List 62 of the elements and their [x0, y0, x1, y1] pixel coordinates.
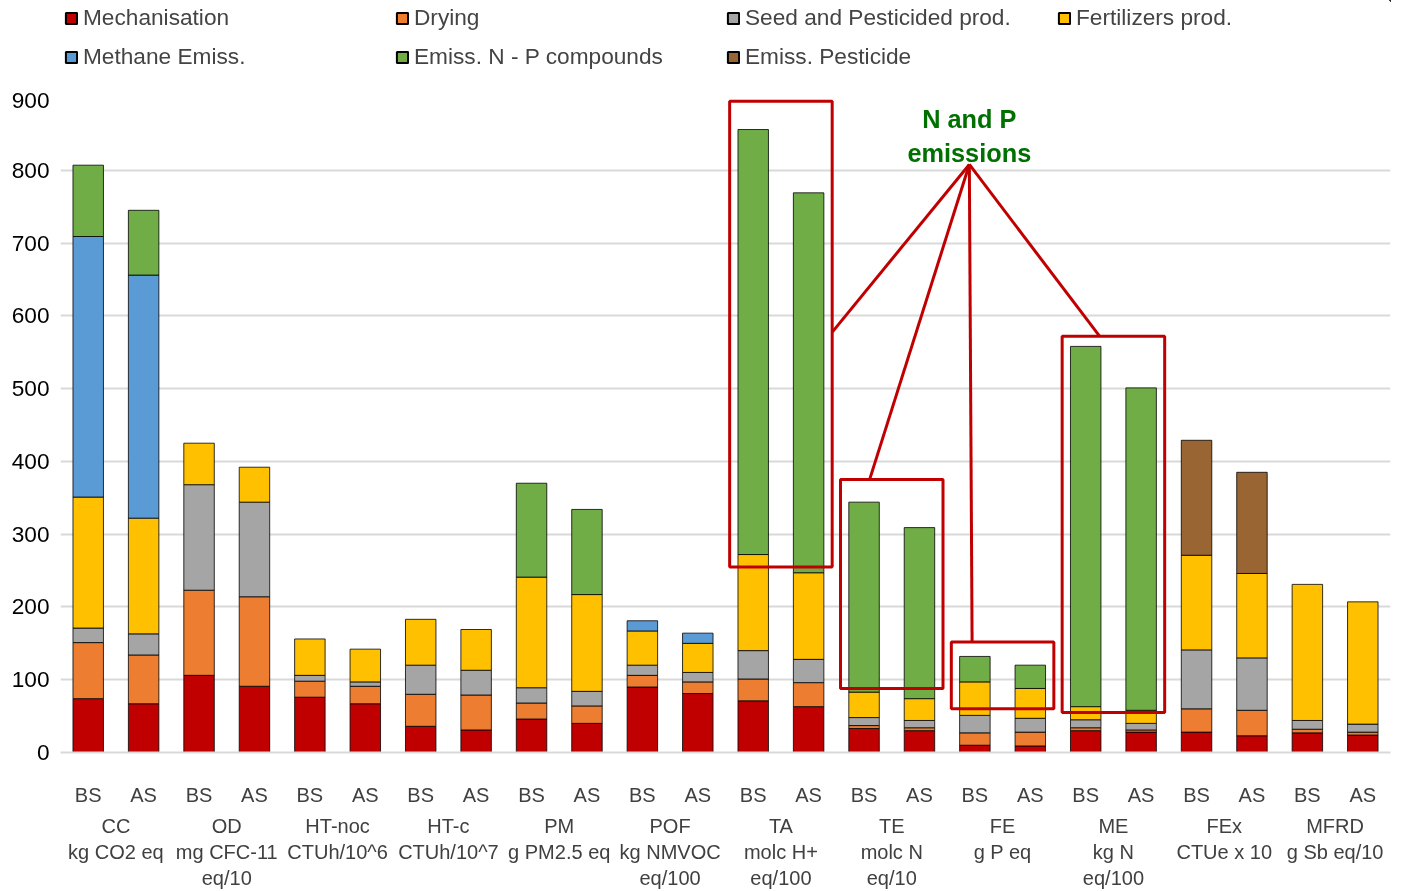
x-tick-label: AS [351, 783, 379, 806]
text: HT-c CTUh/10^7 [398, 814, 499, 863]
y-tick-label: 600 [11, 302, 50, 329]
x-tick-label: BS [629, 783, 656, 806]
x-tick-label: AS [462, 783, 490, 806]
text: ME kg N eq/100 [1082, 814, 1144, 890]
x-tick-label: AS [241, 783, 268, 806]
x-tick-label: BS [518, 783, 545, 806]
x-tick-label: BS [961, 783, 989, 806]
legend-label: Emiss. N - P compounds [414, 43, 664, 70]
x-tick-label: AS [1349, 783, 1377, 806]
text: FEx CTUe x 10 [1176, 814, 1273, 863]
x-tick-label: AS [573, 783, 601, 806]
legend-label: Seed and Pesticided prod. [745, 4, 1012, 31]
y-tick-label: 400 [11, 447, 50, 474]
bar [903, 730, 936, 753]
bar [1125, 387, 1157, 711]
y-tick-label: 900 [11, 86, 50, 113]
bar [349, 648, 381, 683]
x-tick-label: AS [795, 783, 822, 806]
bar [1347, 734, 1379, 753]
x-tick-label: AS [1238, 783, 1266, 806]
x-tick-label: AS [130, 783, 157, 806]
text: PM g PM2.5 eq [508, 814, 611, 863]
x-tick-label: BS [739, 783, 767, 806]
text: TA molc H+ eq/100 [743, 814, 818, 890]
x-tick-label: AS [1127, 783, 1155, 806]
legend-label: Fertilizers prod. [1076, 4, 1234, 31]
bar [848, 728, 880, 753]
text: TE molc N eq/10 [860, 814, 923, 890]
x-tick-label: AS [684, 783, 712, 806]
legend-label: Drying [414, 4, 481, 31]
x-tick-label: BS [1294, 783, 1321, 806]
x-tick-label: BS [1183, 783, 1210, 806]
x-tick-label: BS [296, 783, 324, 806]
y-tick-label: 300 [11, 520, 50, 547]
y-tick-label: 500 [11, 375, 50, 402]
x-tick-label: AS [906, 783, 933, 806]
x-tick-label: AS [1016, 783, 1044, 806]
bar [1291, 732, 1324, 753]
x-tick-label: BS [185, 783, 213, 806]
y-tick-label: 200 [11, 593, 50, 620]
annotation: N and P emissions [907, 105, 1032, 168]
bar [1070, 730, 1102, 753]
text: POF kg NMVOC eq/100 [619, 814, 721, 890]
y-tick-label: 700 [11, 229, 50, 256]
legend-label: Methane Emiss. [83, 43, 247, 70]
text: MFRD g Sb eq/10 [1286, 814, 1384, 863]
legend-label: Emiss. Pesticide [745, 43, 913, 70]
bar [1125, 731, 1157, 753]
text: FE g P eq [973, 814, 1032, 863]
text: CC kg CO2 eq [68, 814, 164, 863]
x-tick-label: BS [74, 783, 102, 806]
x-tick-label: BS [850, 783, 878, 806]
y-tick-label: 800 [11, 156, 50, 183]
y-tick-label: 0 [36, 739, 50, 765]
legend-label: Mechanisation [83, 4, 231, 31]
x-tick-label: BS [1072, 783, 1100, 806]
text: OD mg CFC-11 eq/10 [175, 814, 278, 890]
x-tick-label: BS [407, 783, 435, 806]
text: HT-noc CTUh/10^6 [287, 814, 388, 863]
y-tick-label: 100 [11, 666, 50, 693]
